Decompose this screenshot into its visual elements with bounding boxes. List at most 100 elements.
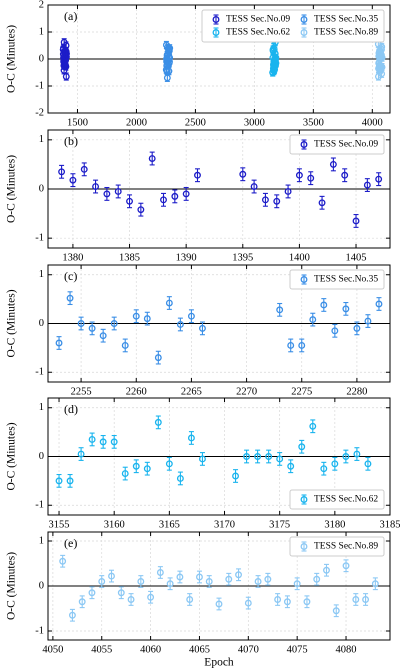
marker (62, 63, 70, 71)
x-tick-label: 2265 (181, 386, 202, 397)
x-tick-label: 2280 (346, 386, 367, 397)
marker (143, 465, 151, 473)
marker (331, 327, 339, 335)
marker (371, 580, 379, 588)
marker (165, 67, 173, 75)
marker (66, 477, 74, 485)
y-axis-label: O-C (Minutes) (6, 25, 18, 93)
marker (154, 354, 162, 362)
x-tick-label: 2000 (126, 117, 147, 128)
legend-box (201, 9, 385, 43)
x-tick-label: 3155 (49, 519, 70, 530)
marker (362, 596, 370, 603)
x-tick-label: 2270 (236, 386, 257, 397)
x-tick-label: 1390 (176, 252, 197, 263)
marker (132, 462, 140, 470)
marker (154, 418, 162, 426)
y-tick-label: 0 (39, 183, 44, 194)
marker (375, 300, 383, 308)
marker (303, 598, 311, 606)
marker (165, 299, 173, 307)
x-tick-label: 3500 (303, 117, 324, 128)
marker (300, 496, 308, 503)
marker (352, 217, 360, 225)
x-tick-label: 3160 (104, 519, 125, 530)
marker (309, 316, 317, 324)
marker (108, 572, 115, 580)
legend-box (289, 536, 385, 557)
plot-frame (47, 531, 391, 641)
marker (55, 339, 63, 347)
panel-label: (e) (64, 536, 77, 550)
marker (176, 573, 184, 581)
marker (121, 341, 129, 349)
marker (378, 43, 386, 51)
x-tick-label: 1395 (232, 252, 253, 263)
marker (117, 589, 125, 597)
marker (244, 599, 252, 607)
y-tick-label: 0 (39, 580, 44, 591)
marker (273, 197, 281, 205)
marker (143, 315, 151, 323)
legend-label: TESS Sec.No.35 (314, 15, 378, 25)
x-tick-label: 4060 (140, 644, 161, 655)
marker (58, 168, 66, 176)
marker (363, 181, 371, 189)
marker (196, 573, 203, 581)
marker (137, 578, 145, 585)
marker (132, 312, 140, 320)
y-axis-label: O-C (Minutes) (6, 289, 18, 357)
marker (88, 324, 96, 332)
marker (261, 196, 269, 204)
x-tick-label: 1405 (346, 252, 367, 263)
marker (284, 188, 292, 195)
marker (182, 190, 190, 198)
marker (342, 562, 350, 570)
marker (298, 443, 306, 451)
marker (375, 175, 383, 183)
marker (176, 321, 184, 328)
marker (194, 171, 201, 179)
marker (232, 472, 239, 480)
marker (205, 578, 213, 585)
marker (331, 460, 339, 468)
marker (166, 54, 174, 62)
x-tick-label: 2260 (126, 386, 147, 397)
x-tick-label: 1500 (67, 117, 88, 128)
y-tick-label: 1 (39, 26, 44, 37)
legend-label: TESS Sec.No.09 (226, 15, 290, 25)
marker (78, 598, 86, 606)
marker (293, 580, 301, 588)
y-tick-label: -2 (35, 107, 44, 118)
y-axis-label: O-C (Minutes) (6, 155, 18, 223)
y-tick-label: 1 (39, 269, 44, 280)
marker (276, 306, 284, 314)
panel: 4050 4055 4060 4065 4070 4075 4080 -1 0 1 (e) O-C (… (6, 531, 391, 669)
x-tick-label: 4070 (238, 644, 259, 655)
marker (295, 171, 303, 179)
panel: 2255 2260 2265 2270 2275 2280 -1 0 1 (c) O-C (Minu… (6, 264, 391, 397)
marker (300, 16, 308, 23)
marker (63, 50, 70, 58)
marker (77, 320, 85, 327)
marker (66, 294, 74, 302)
marker (287, 341, 295, 349)
x-tick-label: 4000 (362, 117, 383, 128)
marker (332, 607, 340, 615)
plot-frame (47, 4, 391, 114)
marker (329, 160, 337, 168)
marker (225, 575, 233, 583)
marker (187, 434, 195, 442)
legend-label: TESS Sec.No.09 (314, 140, 378, 150)
x-tick-label: 2275 (291, 386, 312, 397)
marker (320, 465, 328, 473)
marker (176, 474, 184, 482)
y-tick-label: -1 (35, 233, 44, 244)
x-tick-label: 4075 (287, 644, 308, 655)
marker (243, 453, 251, 460)
marker (254, 453, 262, 460)
marker (300, 141, 308, 148)
y-tick-label: -1 (35, 625, 44, 636)
y-tick-label: 1 (39, 134, 44, 145)
marker (137, 206, 145, 214)
